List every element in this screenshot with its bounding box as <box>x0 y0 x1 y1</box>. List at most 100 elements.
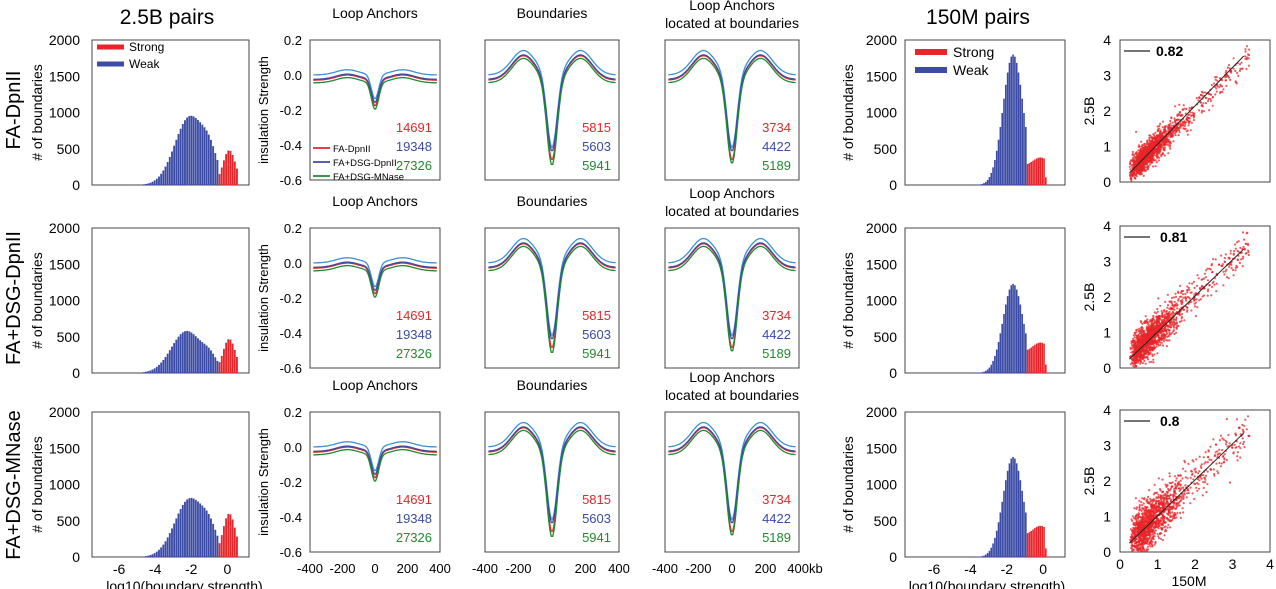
hist-2-5b-weak-bar <box>155 178 158 185</box>
hist-150m-strong-bar <box>1026 163 1029 185</box>
scatter-point <box>1180 124 1183 128</box>
scatter-point <box>1144 321 1147 324</box>
row-label-1-group: FA-DpnII <box>3 71 25 150</box>
scatter-point <box>1149 503 1152 506</box>
scatter-point <box>1234 269 1237 272</box>
hist-2-5b-strong-bar <box>233 161 236 185</box>
hist-2-5b-weak-bar <box>214 153 217 185</box>
scatter-point <box>1135 538 1138 541</box>
scatter-point <box>1146 522 1149 525</box>
scatter-point <box>1176 501 1179 505</box>
scatter-point <box>1148 332 1151 335</box>
hist-2-5b-weak-bar <box>201 342 204 373</box>
hist-2-5b-weak-bar <box>190 115 193 185</box>
scatter-point <box>1182 511 1185 514</box>
scatter-point <box>1136 357 1139 360</box>
hist-2-5b-ytick-label: 1500 <box>49 68 80 84</box>
scatter-point <box>1184 297 1187 300</box>
scatter-point <box>1180 302 1183 305</box>
hist-150m-strong-bar <box>1039 157 1042 185</box>
insulation-series-line <box>668 245 796 352</box>
insulation-count-label: 5941 <box>582 158 611 173</box>
scatter-point <box>1172 312 1175 315</box>
scatter-point <box>1140 326 1143 329</box>
scatter-point <box>1143 498 1146 501</box>
hist-2-5b-ytick-label: 500 <box>57 329 81 345</box>
hist-2-5b-weak-bar <box>173 343 176 373</box>
scatter-point <box>1215 282 1218 285</box>
scatter-point <box>1179 516 1182 520</box>
hist-150m-ytick-label: 1000 <box>866 477 897 493</box>
scatter-point <box>1221 264 1224 268</box>
hist-2-5b-weak-bar <box>171 151 173 185</box>
scatter-point <box>1155 138 1158 141</box>
scatter-point <box>1161 515 1164 518</box>
scatter-point <box>1135 548 1138 551</box>
hist-150m-strong-bar <box>1043 158 1045 185</box>
scatter-point <box>1183 459 1186 462</box>
scatter-point <box>1208 109 1211 112</box>
insulation-frame <box>664 411 800 553</box>
scatter-point <box>1237 240 1240 243</box>
insulation-column-title: Loop Anchors <box>332 193 418 209</box>
hist-2-5b-ytick-label: 2000 <box>49 404 80 420</box>
scatter-point <box>1239 67 1242 70</box>
scatter-point <box>1204 474 1208 477</box>
scatter-point <box>1186 133 1189 136</box>
hist-150m-strong-bar <box>1032 160 1034 185</box>
scatter-point <box>1203 476 1206 479</box>
insulation-ylabel-group: insulation Strength <box>256 56 271 164</box>
scatter-point <box>1187 124 1190 127</box>
hist-2-5b-strong-bar <box>233 349 236 373</box>
scatter-point <box>1200 463 1203 466</box>
scatter-point <box>1236 71 1239 75</box>
hist-150m-weak-bar <box>1006 72 1009 185</box>
scatter-point <box>1165 125 1168 128</box>
scatter-point <box>1137 165 1140 168</box>
scatter-point <box>1170 308 1173 311</box>
scatter-point <box>1138 505 1141 508</box>
scatter-point <box>1164 483 1167 486</box>
scatter-point <box>1137 340 1141 343</box>
scatter-point <box>1166 306 1169 309</box>
insulation-series-line <box>488 426 616 524</box>
scatter-point <box>1194 315 1197 318</box>
scatter-r-value: 0.82 <box>1156 43 1183 59</box>
scatter-point <box>1185 306 1188 309</box>
scatter-ytick-label: 1 <box>1103 509 1111 525</box>
hist-2-5b-weak-bar <box>142 556 145 557</box>
scatter-point <box>1138 499 1141 502</box>
insulation-column-title: located at boundaries <box>665 15 799 31</box>
insulation-count-label: 5603 <box>582 327 611 342</box>
scatter-point <box>1163 534 1166 537</box>
scatter-point <box>1160 501 1163 504</box>
scatter-point <box>1209 99 1212 103</box>
scatter-point <box>1137 541 1140 544</box>
hist-150m-strong-bar <box>1030 530 1033 557</box>
insulation-ytick-label: -0.2 <box>280 475 302 490</box>
scatter-point <box>1176 483 1179 486</box>
scatter-point <box>1151 320 1154 323</box>
hist-2-5b-weak-bar <box>199 122 202 185</box>
scatter-point <box>1166 293 1169 296</box>
insulation-column-title: Loop Anchors <box>689 0 775 13</box>
scatter-point <box>1133 342 1136 345</box>
insulation-column-title: Boundaries <box>517 5 588 21</box>
scatter-point <box>1208 458 1211 461</box>
scatter-point <box>1136 526 1139 529</box>
scatter-point <box>1182 496 1185 499</box>
hist-2-5b-weak-bar <box>164 356 167 373</box>
scatter-point <box>1229 252 1232 255</box>
scatter-point <box>1226 66 1229 69</box>
scatter-point <box>1206 99 1210 102</box>
scatter-point <box>1234 243 1237 246</box>
scatter-point <box>1163 313 1166 316</box>
scatter-point <box>1228 481 1232 484</box>
scatter-point <box>1129 528 1132 531</box>
scatter-xtick-label: 0 <box>1116 556 1124 572</box>
scatter-point <box>1197 277 1200 280</box>
scatter-point <box>1132 526 1135 529</box>
scatter-point <box>1159 145 1162 149</box>
scatter-point <box>1211 96 1214 99</box>
scatter-point <box>1187 116 1190 119</box>
